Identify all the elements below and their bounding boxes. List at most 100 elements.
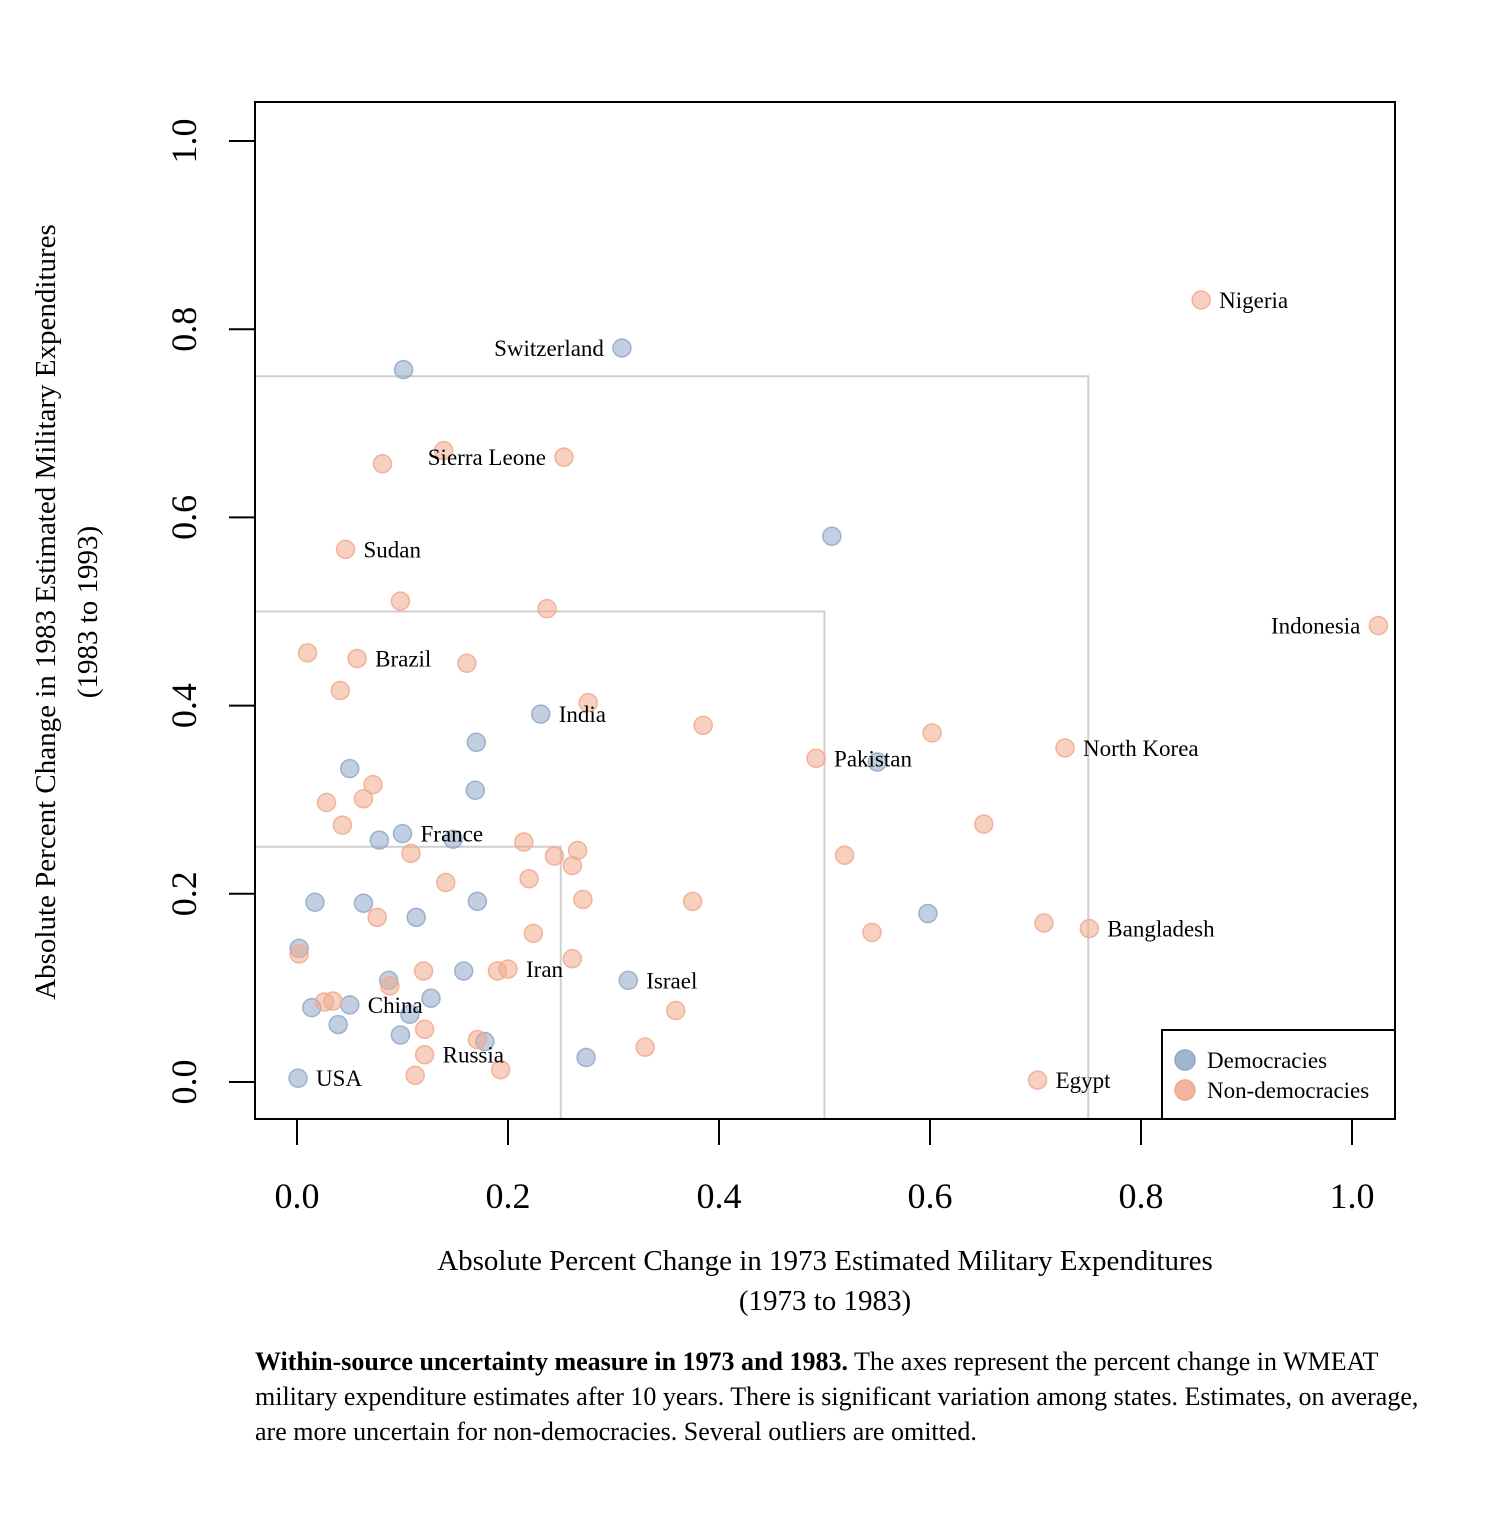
point-label: USA xyxy=(316,1066,362,1091)
nondemocracies-point xyxy=(401,843,421,864)
point-label: Sierra Leone xyxy=(428,445,546,470)
democracies-point xyxy=(465,780,486,801)
democracies-point xyxy=(867,752,887,772)
nondemocracies-point xyxy=(467,1029,488,1050)
legend: Democracies Non-democracies xyxy=(1161,1029,1396,1120)
y-axis-label-sub: (1983 to 1993) xyxy=(72,526,104,698)
nondemocracies-point xyxy=(347,648,367,669)
point-label: Brazil xyxy=(375,647,431,672)
nondemocracies-point xyxy=(380,976,400,996)
democracies-point xyxy=(390,1025,411,1045)
democracies-point xyxy=(305,892,325,913)
reference-box-1 xyxy=(255,845,562,1119)
scatter-chart: Switzerland India France Israel China USA Nige… xyxy=(30,101,1396,1317)
point-label: Russia xyxy=(443,1043,504,1068)
point-label: North Korea xyxy=(1083,736,1199,761)
democracies-point xyxy=(467,891,488,912)
x-tick-label: 0.0 xyxy=(275,1176,320,1216)
x-axis-label: Absolute Percent Change in 1973 Estimate… xyxy=(437,1245,1213,1277)
nondemocracies-point xyxy=(414,1044,435,1065)
nondemocracies-point xyxy=(519,868,539,889)
nondemocracies-point xyxy=(862,922,882,943)
point-label: Sudan xyxy=(364,537,422,562)
nondemocracies-point xyxy=(367,907,387,928)
figure-caption: Within-source uncertainty measure in 197… xyxy=(255,1344,1455,1449)
democracies-point xyxy=(400,1004,420,1024)
nondemocracies-point xyxy=(289,944,309,964)
nondemocracies-point xyxy=(1368,615,1389,636)
democracies-point xyxy=(466,732,487,753)
democracies-point xyxy=(353,893,374,913)
democracies-point xyxy=(288,1068,308,1088)
nondemocracies-point xyxy=(544,846,565,866)
democracies-point xyxy=(918,903,938,924)
nondemocracies-point xyxy=(1055,738,1075,758)
nondemocracies-point xyxy=(665,1000,686,1021)
nondemocracies-point xyxy=(922,723,942,743)
y-tick-label: 0.4 xyxy=(164,683,204,728)
nondemocracies-point xyxy=(457,653,477,674)
democracies-point xyxy=(530,704,551,724)
democracies-point xyxy=(340,758,360,779)
nondemocracies-point xyxy=(562,855,583,876)
nondemocracies-point xyxy=(323,991,343,1011)
point-label: Israel xyxy=(646,968,697,993)
nondemocracies-point xyxy=(693,715,713,736)
nondemocracies-point xyxy=(335,539,356,560)
point-label: Indonesia xyxy=(1271,614,1360,639)
x-axis-label-sub: (1973 to 1983) xyxy=(739,1285,911,1317)
nondemocracies-point xyxy=(578,693,598,713)
nondemocracies-point xyxy=(554,447,574,467)
democracies-point xyxy=(443,829,463,849)
point-label: Pakistan xyxy=(834,746,912,771)
nondemocracies-point xyxy=(372,454,393,474)
y-tick-label: 0.2 xyxy=(164,871,204,916)
nondemocracies-point xyxy=(635,1037,655,1057)
nondemocracies-point xyxy=(316,792,337,813)
y-tick-label: 0.8 xyxy=(164,307,204,352)
reference-box-3 xyxy=(255,375,1090,1119)
legend-marker-democracies xyxy=(1174,1049,1196,1071)
democracies-point xyxy=(393,359,414,380)
democracies-point xyxy=(612,338,632,358)
democracies-point xyxy=(453,961,474,981)
democracies-point xyxy=(369,830,390,850)
caption-text: The axes represent the percent change in… xyxy=(255,1347,1419,1446)
nondemocracies-point xyxy=(974,814,994,834)
nondemocracies-point xyxy=(834,845,855,865)
nondemocracies-point xyxy=(390,591,411,611)
democracies-point xyxy=(392,823,413,844)
reference-boxes xyxy=(255,375,1090,1119)
reference-box-2 xyxy=(255,610,826,1119)
democracies-point xyxy=(340,995,360,1015)
democracies-point xyxy=(421,988,441,1009)
nondemocracies-point xyxy=(523,923,544,944)
point-label: Iran xyxy=(526,957,564,982)
nondemocracies-point xyxy=(405,1065,425,1086)
democracies-point xyxy=(576,1047,596,1068)
point-label: Switzerland xyxy=(494,336,604,361)
y-tick-label: 1.0 xyxy=(164,119,204,164)
nondemocracies-point xyxy=(433,440,454,461)
y-tick-label: 0.0 xyxy=(164,1060,204,1105)
democracies-point xyxy=(822,526,842,546)
point-label: India xyxy=(559,702,606,727)
nondemocracies-point xyxy=(562,948,583,969)
nondemocracies-point xyxy=(1027,1070,1048,1090)
y-axis-label: Absolute Percent Change in 1983 Estimate… xyxy=(30,224,62,1000)
point-label: Bangladesh xyxy=(1107,917,1215,942)
nondemocracies-point xyxy=(498,959,518,979)
x-tick-label: 0.6 xyxy=(908,1176,953,1216)
nondemocracies-point xyxy=(414,1019,435,1040)
x-tick-label: 0.4 xyxy=(697,1176,742,1216)
nondemocracies-point xyxy=(682,891,703,912)
nondemocracies-point xyxy=(1191,290,1211,310)
nondemocracies-point xyxy=(413,961,434,981)
nondemocracies-point xyxy=(332,815,353,835)
x-tick-label: 0.2 xyxy=(486,1176,531,1216)
nondemocracies-point xyxy=(537,598,557,619)
nondemocracies-point xyxy=(490,1060,511,1080)
nondemocracies-point xyxy=(330,680,351,701)
nondemocracies-point xyxy=(363,774,383,795)
nondemocracies-point xyxy=(353,789,374,809)
